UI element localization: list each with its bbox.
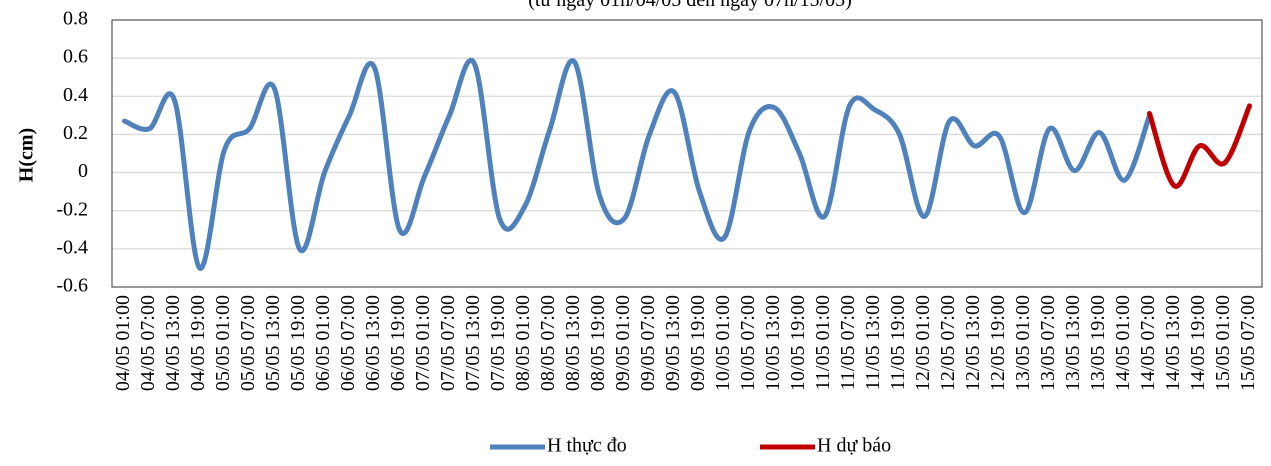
x-tick-label: 10/05 13:00: [762, 295, 784, 391]
x-tick-label: 09/05 01:00: [612, 295, 634, 391]
x-tick-label: 05/05 01:00: [212, 295, 234, 391]
y-tick-label: -0.4: [56, 236, 88, 258]
x-tick-label: 08/05 01:00: [512, 295, 534, 391]
x-tick-label: 07/05 07:00: [437, 295, 459, 391]
x-tick-label: 11/05 01:00: [812, 295, 834, 390]
x-tick-label: 15/05 01:00: [1212, 295, 1234, 391]
x-tick-label: 05/05 13:00: [262, 295, 284, 391]
x-tick-label: 10/05 01:00: [712, 295, 734, 391]
x-tick-label: 15/05 07:00: [1237, 295, 1259, 391]
x-tick-label: 10/05 19:00: [787, 295, 809, 391]
x-tick-label: 06/05 01:00: [312, 295, 334, 391]
x-tick-label: 07/05 13:00: [462, 295, 484, 391]
x-tick-label: 04/05 01:00: [112, 295, 134, 391]
x-tick-label: 14/05 01:00: [1112, 295, 1134, 391]
y-tick-label: 0.6: [63, 46, 88, 68]
series-line: [1147, 103, 1252, 189]
x-tick-label: 13/05 19:00: [1087, 295, 1109, 391]
y-tick-label: 0.8: [63, 8, 88, 30]
y-axis-label: H(cm): [16, 128, 38, 182]
x-tick-label: 14/05 19:00: [1187, 295, 1209, 391]
x-tick-label: 13/05 07:00: [1037, 295, 1059, 391]
x-tick-label: 08/05 13:00: [562, 295, 584, 391]
plot-border: [111, 19, 1263, 288]
y-tick-label: -0.2: [56, 198, 88, 220]
y-tick-label: -0.6: [56, 275, 88, 297]
x-tick-label: 06/05 07:00: [337, 295, 359, 391]
x-tick-label: 14/05 13:00: [1162, 295, 1184, 391]
x-tick-label: 09/05 13:00: [662, 295, 684, 391]
x-tick-label: 09/05 07:00: [637, 295, 659, 391]
x-tick-label: 14/05 07:00: [1137, 295, 1159, 391]
x-tick-label: 08/05 19:00: [587, 295, 609, 391]
x-tick-label: 05/05 19:00: [287, 295, 309, 391]
legend-label: H thực đo: [547, 435, 627, 457]
x-tick-label: 12/05 01:00: [912, 295, 934, 391]
x-tick-label: 11/05 07:00: [837, 295, 859, 390]
x-tick-label: 10/05 07:00: [737, 295, 759, 391]
x-tick-label: 12/05 13:00: [962, 295, 984, 391]
x-tick-label: 12/05 19:00: [987, 295, 1009, 391]
x-tick-label: 04/05 13:00: [162, 295, 184, 391]
x-tick-label: 07/05 01:00: [412, 295, 434, 391]
x-tick-label: 12/05 07:00: [937, 295, 959, 391]
x-tick-label: 11/05 19:00: [887, 295, 909, 390]
x-tick-label: 13/05 13:00: [1062, 295, 1084, 391]
x-tick-label: 04/05 19:00: [187, 295, 209, 391]
x-tick-label: 05/05 07:00: [237, 295, 259, 391]
x-tick-label: 06/05 13:00: [362, 295, 384, 391]
x-tick-label: 07/05 19:00: [487, 295, 509, 391]
x-tick-label: 13/05 01:00: [1012, 295, 1034, 391]
x-tick-label: 08/05 07:00: [537, 295, 559, 391]
legend-label: H dự báo: [817, 435, 891, 457]
x-tick-label: 09/05 19:00: [687, 295, 709, 391]
y-tick-label: 0.4: [63, 84, 88, 106]
x-tick-label: 11/05 13:00: [862, 295, 884, 390]
y-tick-label: 0: [78, 160, 88, 182]
x-tick-label: 06/05 19:00: [387, 295, 409, 391]
x-tick-label: 04/05 07:00: [137, 295, 159, 391]
chart-subtitle: (từ ngày 01h/04/05 đến ngày 07h/15/05): [528, 0, 852, 11]
series-line: [122, 58, 1152, 271]
y-tick-label: 0.2: [63, 122, 88, 144]
